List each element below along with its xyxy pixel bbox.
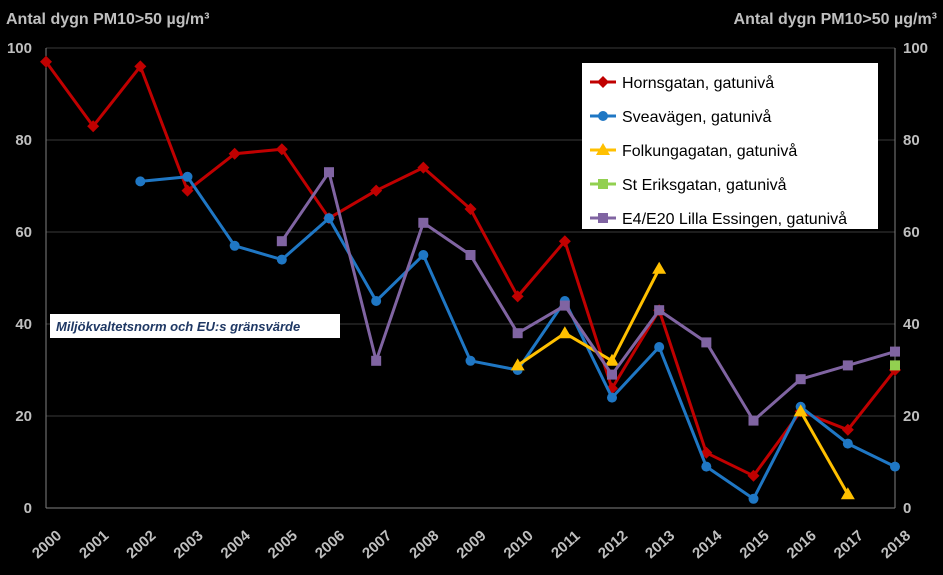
y-tick-label-right: 100 xyxy=(903,40,928,57)
data-point-square xyxy=(842,360,853,371)
data-point-square xyxy=(607,369,617,380)
data-point-circle xyxy=(324,213,334,224)
data-point-square xyxy=(276,236,287,247)
data-point-circle xyxy=(654,342,665,352)
data-point-triangle xyxy=(840,487,855,500)
data-point-diamond xyxy=(228,147,241,160)
data-point-diamond xyxy=(558,235,571,248)
data-point-circle xyxy=(890,461,900,472)
data-point-circle xyxy=(701,461,712,472)
legend-label: Folkungagatan, gatunivå xyxy=(622,142,797,160)
data-point-square xyxy=(701,337,712,348)
y-tick-label-left: 0 xyxy=(24,500,32,517)
data-point-circle xyxy=(842,438,853,449)
data-point-diamond xyxy=(841,423,854,436)
data-point-square xyxy=(559,300,570,311)
data-point-diamond xyxy=(87,120,100,133)
data-point-square xyxy=(890,360,900,371)
legend-label: E4/E20 Lilla Essingen, gatunivå xyxy=(622,210,847,228)
data-point-circle xyxy=(748,493,759,504)
data-point-diamond xyxy=(747,469,760,482)
series-lines xyxy=(40,55,901,504)
data-point-diamond xyxy=(597,76,609,88)
data-point-square xyxy=(598,179,608,189)
series-group xyxy=(890,360,900,371)
data-point-circle xyxy=(607,392,617,403)
data-point-triangle xyxy=(557,326,572,339)
data-point-square xyxy=(598,213,608,223)
data-point-square xyxy=(324,167,334,178)
data-point-triangle xyxy=(605,353,619,366)
series-group xyxy=(276,167,900,426)
data-point-triangle xyxy=(652,261,667,274)
data-point-square xyxy=(371,355,382,366)
data-point-diamond xyxy=(464,203,477,215)
series-line xyxy=(280,170,896,423)
y-tick-label-left: 20 xyxy=(15,408,32,425)
data-point-square xyxy=(512,328,523,339)
data-point-circle xyxy=(371,296,382,306)
data-point-square xyxy=(418,217,429,228)
data-point-circle xyxy=(276,254,287,265)
data-point-circle xyxy=(182,171,193,182)
legend-label: Sveavägen, gatunivå xyxy=(622,108,772,126)
norm-annotation-text: Miljökvaltetsnorm och EU:s gränsvärde xyxy=(56,319,300,334)
y-axis-title-left: Antal dygn PM10>50 µg/m³ xyxy=(6,11,209,28)
data-point-diamond xyxy=(134,60,147,73)
data-point-circle xyxy=(135,176,146,187)
data-point-triangle xyxy=(510,358,525,371)
data-point-circle xyxy=(598,111,608,121)
data-point-circle xyxy=(465,355,476,366)
data-point-diamond xyxy=(40,55,52,68)
data-point-diamond xyxy=(370,184,383,197)
series-group xyxy=(510,261,855,500)
y-tick-label-left: 40 xyxy=(15,316,32,333)
y-tick-label-right: 0 xyxy=(903,500,911,517)
series-line xyxy=(516,268,661,367)
data-point-circle xyxy=(229,240,240,251)
legend: Hornsgatan, gatunivå Sveavägen, gatunivå F… xyxy=(582,63,878,229)
y-tick-label-left: 100 xyxy=(7,40,32,57)
y-tick-label-right: 20 xyxy=(903,408,920,425)
y-tick-label-right: 80 xyxy=(903,132,920,149)
data-point-circle xyxy=(418,250,429,260)
legend-label: Hornsgatan, gatunivå xyxy=(622,74,774,92)
axis-lines xyxy=(45,48,896,509)
y-tick-label-right: 60 xyxy=(903,224,920,241)
y-axis-title-right: Antal dygn PM10>50 µg/m³ xyxy=(734,11,937,28)
data-point-triangle xyxy=(596,143,610,155)
data-point-square xyxy=(748,415,759,426)
y-tick-labels: 0 20 40 60 80 100 0 20 40 60 80 100 xyxy=(7,40,928,517)
data-point-triangle xyxy=(793,404,808,417)
data-point-square xyxy=(795,374,806,385)
norm-annotation-box xyxy=(50,314,340,338)
data-point-diamond xyxy=(275,143,288,156)
y-tick-label-right: 40 xyxy=(903,316,920,333)
y-tick-label-left: 80 xyxy=(15,132,32,149)
data-point-diamond xyxy=(181,184,194,197)
data-point-diamond xyxy=(417,161,430,174)
data-point-diamond xyxy=(511,290,524,303)
data-point-square xyxy=(654,305,665,316)
series-line xyxy=(799,410,850,495)
data-point-square xyxy=(465,250,476,260)
legend-box xyxy=(582,63,878,229)
data-point-square xyxy=(890,346,900,357)
legend-label: St Eriksgatan, gatunivå xyxy=(622,176,787,194)
y-tick-label-left: 60 xyxy=(15,224,32,241)
